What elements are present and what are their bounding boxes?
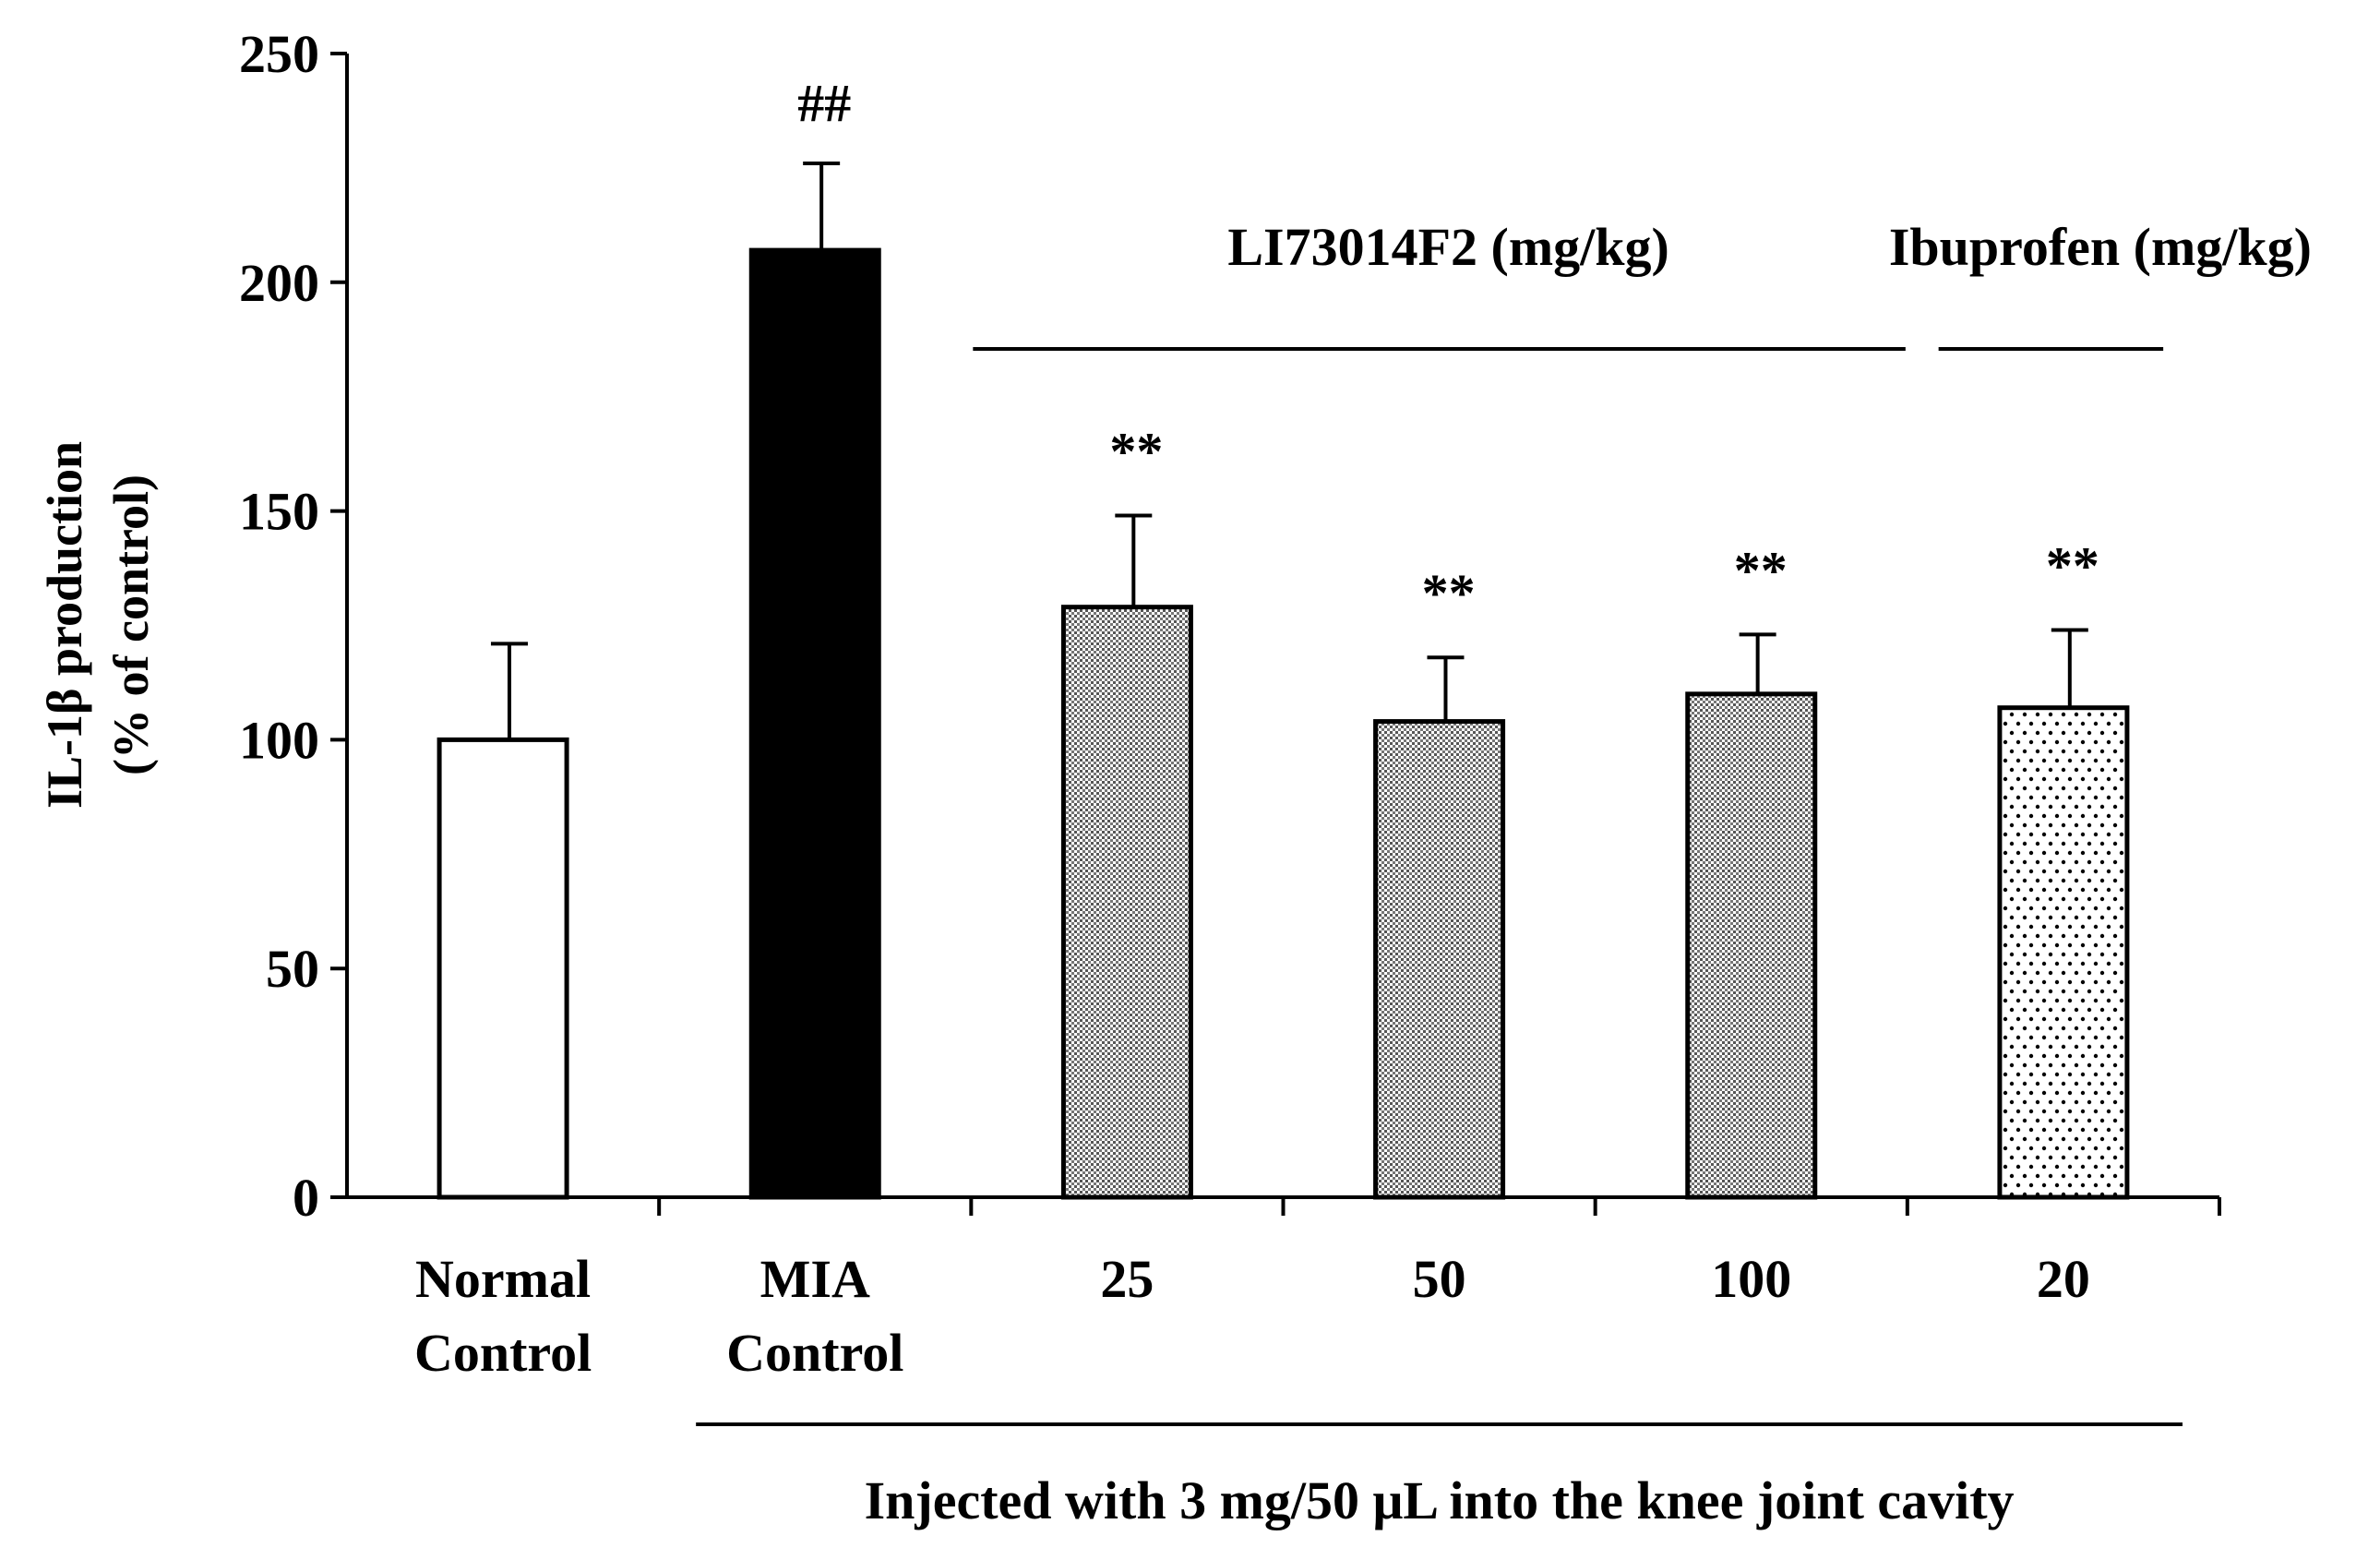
y-tick-label: 100 <box>239 710 319 770</box>
significance-mark: ## <box>797 73 851 133</box>
significance-mark: ** <box>1734 540 1788 600</box>
x-tick-label: Control <box>726 1323 903 1383</box>
significance-mark: ** <box>1422 563 1476 623</box>
significance-mark: ** <box>1109 422 1163 482</box>
labels: IL-1β production (% of control) Normal Cont… <box>37 73 2312 1530</box>
x-tick-label: 100 <box>1711 1249 1791 1309</box>
y-tick-label: 50 <box>266 939 319 999</box>
x-tick-label: 50 <box>1413 1249 1466 1309</box>
x-tick-label: MIA <box>760 1249 870 1309</box>
significance-mark: ** <box>2046 535 2099 595</box>
group-label: Ibuprofen (mg/kg) <box>1889 217 2312 277</box>
group-label: LI73014F2 (mg/kg) <box>1227 217 1669 277</box>
bar-0 <box>437 737 569 1200</box>
y-axis-unit: (% of control) <box>103 474 159 775</box>
bars <box>437 161 2130 1200</box>
x-tick-label: 25 <box>1100 1249 1154 1309</box>
bar-4 <box>1685 691 1818 1200</box>
bar-1 <box>748 247 881 1200</box>
y-axis-title: IL-1β production <box>37 441 92 809</box>
x-tick-label: Control <box>414 1323 592 1383</box>
y-tick-label: 250 <box>239 24 319 84</box>
bar-3 <box>1373 719 1506 1200</box>
bar-5 <box>1997 705 2130 1200</box>
y-tick-label: 200 <box>239 253 319 313</box>
y-tick-label: 0 <box>293 1168 319 1228</box>
x-tick-label: 20 <box>2037 1249 2090 1309</box>
y-tick-label: 150 <box>239 482 319 542</box>
bar-2 <box>1060 605 1193 1200</box>
x-tick-label: Normal <box>415 1249 591 1309</box>
bottom-note: Injected with 3 mg/50 μL into the knee j… <box>865 1470 2015 1530</box>
axes: 0 50 100 150 200 250 <box>239 24 2221 1228</box>
